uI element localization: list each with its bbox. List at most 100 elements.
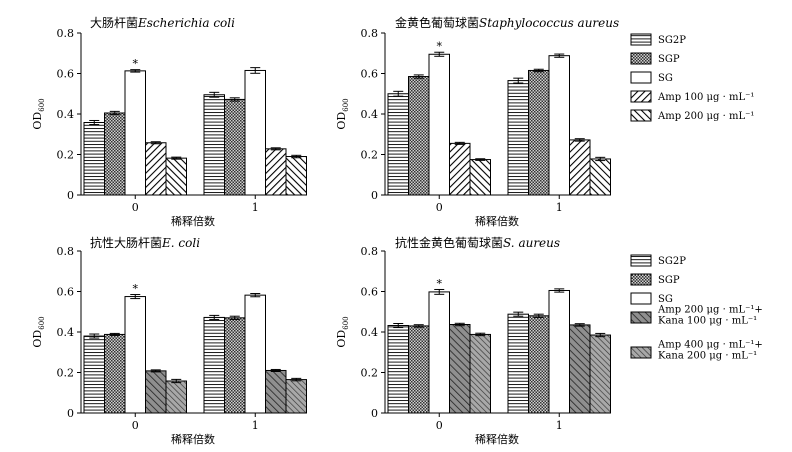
y-tick-label: 0	[67, 189, 74, 202]
y-axis-label-main: OD	[31, 330, 44, 348]
legend-swatch-diagup	[630, 109, 652, 122]
y-axis-label: OD600	[31, 98, 46, 129]
x-tick-label: 1	[556, 419, 563, 432]
y-tick-label: 0	[371, 407, 378, 420]
bar-cross-0	[408, 76, 430, 196]
chart-title-latin: S. aureus	[503, 236, 560, 250]
legend-swatch-graydiagdense	[630, 346, 652, 359]
chart-title-cn: 抗性金黄色葡萄球菌	[395, 235, 503, 250]
legend-swatch-white	[630, 71, 652, 84]
bar-graydiag-1	[265, 369, 287, 414]
legend-label: Kana 100 μg · mL⁻¹	[658, 316, 757, 327]
bar-hlines-1	[203, 316, 225, 414]
bar-hlines-1	[507, 80, 529, 196]
x-tick-label: 0	[132, 419, 139, 432]
bar-hlines-1	[203, 94, 225, 196]
chart-title-cn: 大肠杆菌	[90, 16, 138, 30]
chart-panel-3: 抗性大肠杆菌E. coli 0 0.2 0.4 0.6 0.8 OD600 0 * 1 稀释倍数	[31, 235, 307, 446]
bar-cross-1	[224, 317, 246, 414]
chart-title-latin: Staphylococcus aureus	[479, 16, 619, 30]
legend: SG2P SGP SG Amp 100 μg · mL⁻¹ Amp 200 μg · m…	[630, 33, 754, 122]
chart-title: 金黄色葡萄球菌Staphylococcus aureus	[395, 15, 619, 30]
chart-panel-4: 抗性金黄色葡萄球菌S. aureus 0 0.2 0.4 0.6 0.8 OD600 0 * 1 稀…	[335, 235, 763, 446]
chart-title-cn: 金黄色葡萄球菌	[395, 15, 479, 30]
bar-diagup-1	[285, 156, 307, 196]
legend-label: Amp 200 μg · mL⁻¹+	[657, 305, 763, 316]
legend-swatch-hlines	[630, 254, 652, 267]
y-axis-label-main: OD	[335, 112, 348, 130]
y-tick-label: 0.4	[361, 326, 379, 339]
y-axis-label-sub: 600	[38, 98, 46, 111]
chart-title: 大肠杆菌Escherichia coli	[90, 16, 235, 30]
y-tick-label: 0.6	[57, 68, 75, 81]
chart-title-cn: 抗性大肠杆菌	[90, 235, 162, 250]
y-axis-label: OD600	[335, 98, 350, 129]
bar-cross-1	[224, 98, 246, 196]
bar-diagdown-1	[265, 148, 287, 196]
bar-diagdown-1	[569, 139, 591, 196]
legend-label: SG2P	[658, 35, 686, 46]
x-axis-label: 稀释倍数	[475, 432, 519, 446]
chart-title: 抗性大肠杆菌E. coli	[90, 235, 200, 250]
y-axis-label-main: OD	[31, 112, 44, 130]
bar-white-1	[244, 294, 266, 414]
y-axis-label-main: OD	[335, 330, 348, 348]
legend-swatch-cross	[630, 273, 652, 286]
significance-mark: *	[437, 40, 443, 53]
bar-white-0	[124, 296, 146, 414]
y-tick-label: 0.2	[361, 367, 379, 380]
bar-white-0	[428, 53, 450, 196]
bar-hlines-0	[83, 122, 105, 196]
y-tick-label: 0.8	[57, 27, 75, 40]
x-tick-label: 0	[436, 201, 443, 214]
bar-graydiag-0	[145, 370, 167, 414]
y-axis-label: OD600	[31, 316, 46, 347]
y-axis-label-sub: 600	[342, 98, 350, 111]
y-tick-label: 0.6	[361, 68, 379, 81]
significance-mark: *	[133, 283, 139, 296]
bar-cross-1	[528, 69, 550, 196]
bar-graydiag-0	[449, 324, 471, 414]
legend-label: Amp 200 μg · mL⁻¹	[657, 111, 754, 122]
bar-white-1	[548, 289, 570, 414]
y-tick-label: 0	[371, 189, 378, 202]
bar-graydiag-1	[569, 324, 591, 414]
bar-cross-1	[528, 315, 550, 414]
legend-label: SG2P	[658, 256, 686, 267]
bar-cross-0	[104, 333, 126, 414]
legend-label: SGP	[658, 275, 680, 286]
significance-mark: *	[437, 277, 443, 290]
x-tick-label: 1	[252, 419, 259, 432]
y-tick-label: 0.8	[361, 245, 379, 258]
bar-graydiagdense-0	[469, 333, 491, 414]
bar-white-1	[244, 69, 266, 196]
x-tick-label: 1	[556, 201, 563, 214]
y-tick-label: 0.4	[361, 108, 379, 121]
bar-graydiagdense-1	[589, 334, 611, 414]
bar-diagup-0	[469, 159, 491, 196]
x-tick-label: 1	[252, 201, 259, 214]
bar-graydiagdense-1	[285, 379, 307, 414]
legend-swatch-diagdown	[630, 90, 652, 103]
bar-white-0	[428, 291, 450, 414]
bar-hlines-0	[83, 335, 105, 414]
legend-label: Kana 200 μg · mL⁻¹	[658, 351, 757, 362]
y-tick-label: 0.2	[361, 149, 379, 162]
legend-swatch-cross	[630, 52, 652, 65]
y-tick-label: 0	[67, 407, 74, 420]
significance-mark: *	[133, 58, 139, 71]
y-axis-label-sub: 600	[342, 316, 350, 329]
x-axis-label: 稀释倍数	[475, 214, 519, 228]
legend-label: SG	[658, 73, 673, 84]
legend-swatch-hlines	[630, 33, 652, 46]
x-axis-label: 稀释倍数	[171, 432, 215, 446]
bar-hlines-0	[387, 93, 409, 196]
bar-diagdown-0	[145, 142, 167, 196]
bar-white-1	[548, 55, 570, 196]
y-tick-label: 0.2	[57, 149, 75, 162]
y-axis-label: OD600	[335, 316, 350, 347]
bar-diagdown-0	[449, 142, 471, 196]
x-tick-label: 0	[436, 419, 443, 432]
